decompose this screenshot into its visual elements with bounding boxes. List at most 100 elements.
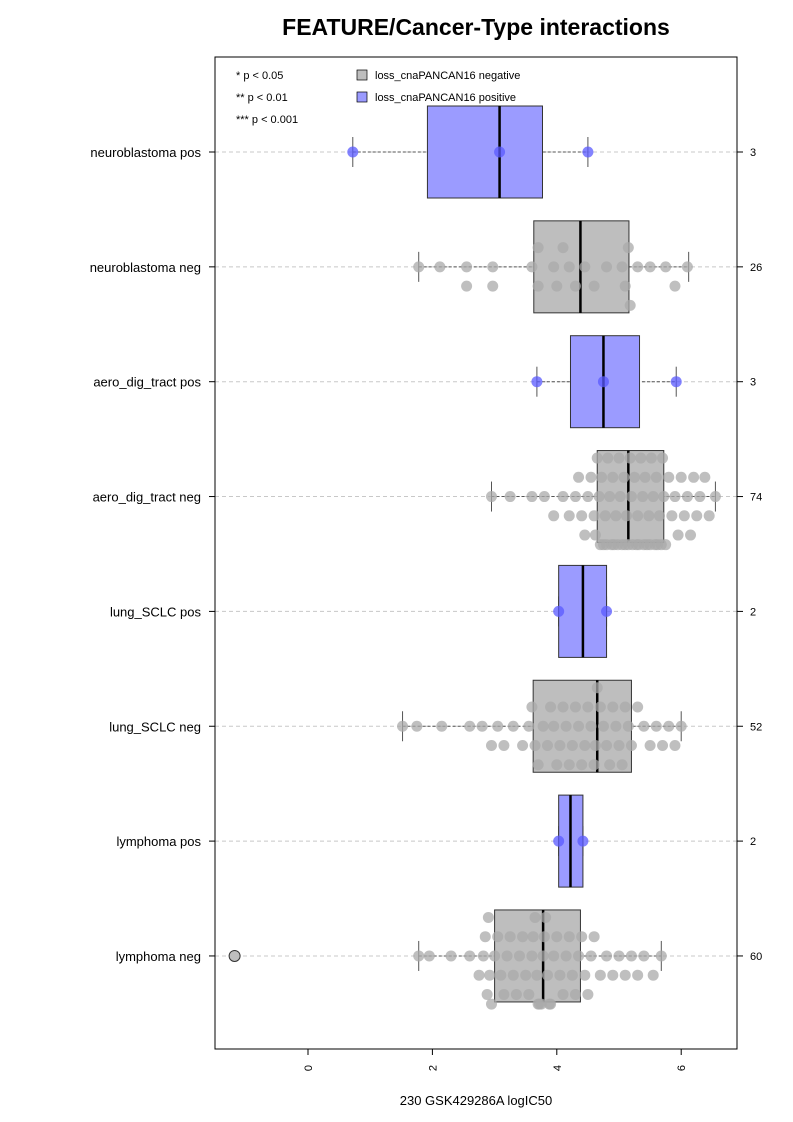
data-point [557, 701, 569, 713]
data-point [553, 605, 565, 617]
data-point [619, 280, 631, 292]
category-label: lymphoma pos [116, 834, 201, 849]
data-point [445, 950, 457, 962]
data-point [607, 471, 619, 483]
data-point [647, 491, 659, 503]
data-point [657, 740, 669, 751]
category-label: neuroblastoma pos [90, 145, 201, 160]
data-point [624, 452, 636, 464]
data-point [569, 701, 581, 713]
x-axis-label: 230 GSK429286A logIC50 [399, 1093, 553, 1108]
sample-count: 2 [750, 606, 756, 618]
gridlines [215, 151, 737, 957]
data-point [709, 491, 721, 503]
data-point [551, 759, 563, 771]
data-point [476, 720, 488, 732]
data-point [498, 740, 510, 751]
data-point [625, 950, 637, 962]
data-point [481, 988, 493, 1000]
data-point [529, 740, 541, 751]
data-point [594, 969, 606, 981]
data-point [563, 931, 575, 943]
data-point [601, 605, 613, 617]
data-point [591, 682, 603, 694]
data-point [553, 835, 565, 847]
data-point [653, 510, 665, 522]
data-point [601, 740, 613, 751]
data-point [510, 988, 522, 1000]
legend-label-positive: loss_cnaPANCAN16 positive [375, 92, 516, 104]
data-point [560, 950, 572, 962]
data-point [526, 491, 538, 503]
data-point [576, 759, 588, 771]
data-point [591, 452, 603, 464]
data-point [473, 969, 485, 981]
data-point [670, 376, 682, 388]
data-point [622, 720, 634, 732]
outlier-point [228, 949, 241, 962]
data-point [573, 720, 585, 732]
data-point [624, 299, 636, 311]
data-point [436, 720, 448, 732]
data-point [563, 261, 575, 273]
data-point [663, 471, 675, 483]
data-point [681, 491, 693, 503]
data-point [582, 701, 594, 713]
data-point [569, 280, 581, 292]
data-point [527, 931, 539, 943]
data-point [613, 950, 625, 962]
data-point [548, 510, 560, 522]
data-point [563, 759, 575, 771]
data-point [619, 701, 631, 713]
data-point [599, 510, 611, 522]
data-point [485, 491, 497, 503]
data-point [461, 280, 473, 292]
data-point [579, 529, 591, 541]
data-point [347, 146, 359, 158]
data-point [526, 701, 538, 713]
data-point [494, 146, 506, 158]
data-point [579, 261, 591, 273]
data-point [487, 280, 499, 292]
data-point [666, 510, 678, 522]
data-point [551, 280, 563, 292]
data-point [585, 471, 597, 483]
data-point [685, 529, 697, 541]
data-point [548, 950, 560, 962]
data-point [517, 740, 529, 751]
data-point [501, 950, 513, 962]
data-point [589, 529, 601, 541]
data-point [477, 950, 489, 962]
data-point [485, 998, 497, 1010]
data-point [573, 950, 585, 962]
data-point [632, 969, 644, 981]
data-point [540, 911, 552, 923]
data-point [588, 510, 600, 522]
data-point [610, 510, 622, 522]
data-point [625, 740, 637, 751]
data-point [482, 911, 494, 923]
sample-count: 2 [750, 836, 756, 848]
category-label: aero_dig_tract pos [93, 375, 201, 390]
data-point [492, 720, 504, 732]
data-point [507, 720, 519, 732]
data-point [492, 931, 504, 943]
data-point [557, 242, 569, 254]
data-point [593, 491, 605, 503]
data-point [613, 452, 625, 464]
data-point [629, 471, 641, 483]
data-point [597, 376, 609, 388]
data-point [569, 491, 581, 503]
data-point [548, 720, 560, 732]
data-point [635, 452, 647, 464]
data-point [507, 969, 519, 981]
data-point [529, 911, 541, 923]
data-point [548, 261, 560, 273]
data-point [588, 931, 600, 943]
data-point [517, 931, 529, 943]
data-point [614, 491, 626, 503]
box-positive [426, 105, 543, 199]
data-point [669, 740, 681, 751]
data-point [610, 720, 622, 732]
data-point [413, 261, 425, 273]
